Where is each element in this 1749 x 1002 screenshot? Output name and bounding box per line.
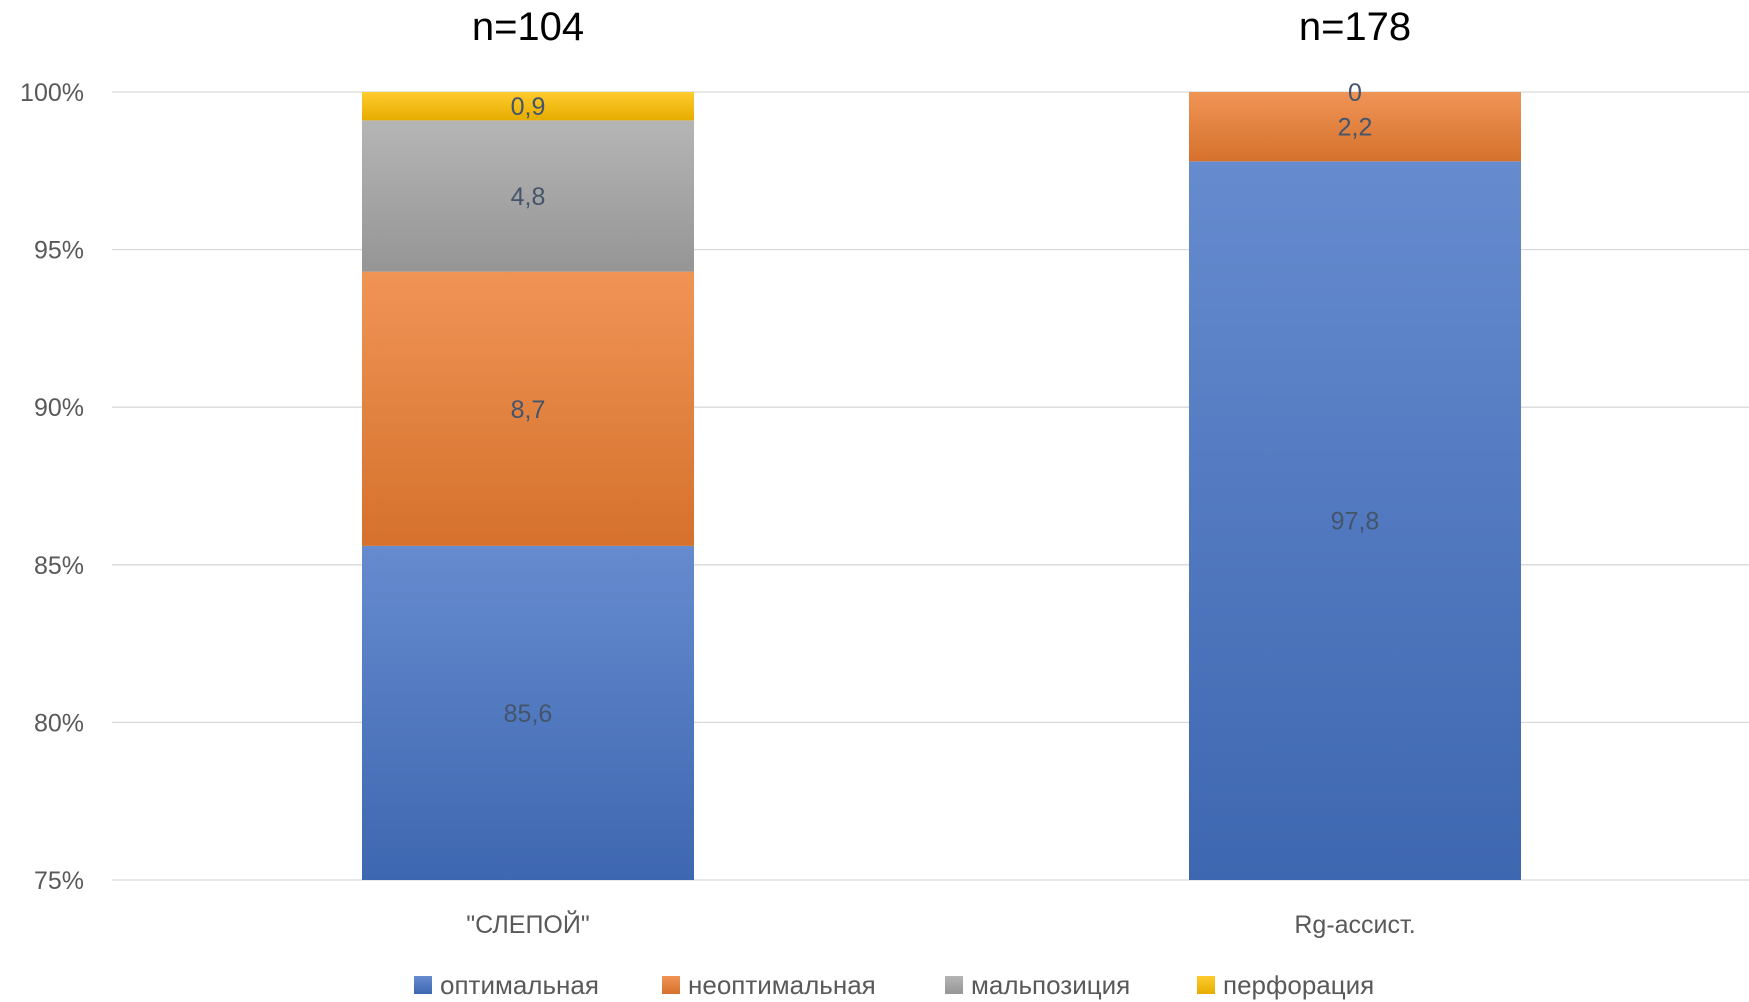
y-tick-label: 75% — [34, 867, 84, 895]
x-tick-label: "СЛЕПОЙ" — [466, 909, 589, 939]
y-tick-label: 90% — [34, 394, 84, 422]
legend-label: оптимальная — [440, 970, 599, 1000]
legend-label: перфорация — [1223, 970, 1374, 1000]
group-count-label: n=104 — [472, 5, 584, 49]
legend: оптимальная неоптимальная мальпозиция перфо… — [414, 970, 1374, 1000]
y-tick-label: 100% — [20, 79, 84, 107]
legend-label: неоптимальная — [688, 970, 876, 1000]
legend-swatch — [1197, 976, 1215, 994]
group-count-labels: n=104 n=178 — [472, 5, 1411, 49]
data-label: 4,8 — [511, 183, 546, 211]
bar-segment-мальпозиция — [362, 120, 694, 272]
group-count-label: n=178 — [1299, 5, 1411, 49]
x-axis-ticks: "СЛЕПОЙ" Rg-ассист. — [466, 909, 1415, 939]
x-tick-label: Rg-ассист. — [1294, 911, 1415, 939]
bar-segment-неоптимальная — [362, 271, 694, 546]
data-label: 97,8 — [1331, 508, 1380, 536]
data-label: 85,6 — [504, 700, 553, 728]
y-tick-label: 95% — [34, 237, 84, 265]
bar-segment-оптимальная — [362, 545, 694, 880]
data-label: 8,7 — [511, 396, 546, 424]
y-tick-label: 80% — [34, 709, 84, 737]
bar-segment-перфорация — [362, 92, 694, 121]
data-label: 0 — [1348, 79, 1362, 107]
y-tick-label: 85% — [34, 552, 84, 580]
legend-swatch — [662, 976, 680, 994]
bar-segment-оптимальная — [1189, 161, 1521, 880]
data-label: 0,9 — [511, 93, 546, 121]
bar-segment-неоптимальная — [1189, 92, 1521, 162]
data-label: 2,2 — [1338, 114, 1373, 142]
legend-label: мальпозиция — [971, 970, 1130, 1000]
data-labels: 85,6 8,7 4,8 0,9 97,8 2,2 0 — [504, 79, 1380, 728]
legend-swatch — [945, 976, 963, 994]
bars — [362, 92, 1521, 880]
y-axis-ticks: 75% 80% 85% 90% 95% 100% — [20, 79, 84, 895]
legend-swatch — [414, 976, 432, 994]
